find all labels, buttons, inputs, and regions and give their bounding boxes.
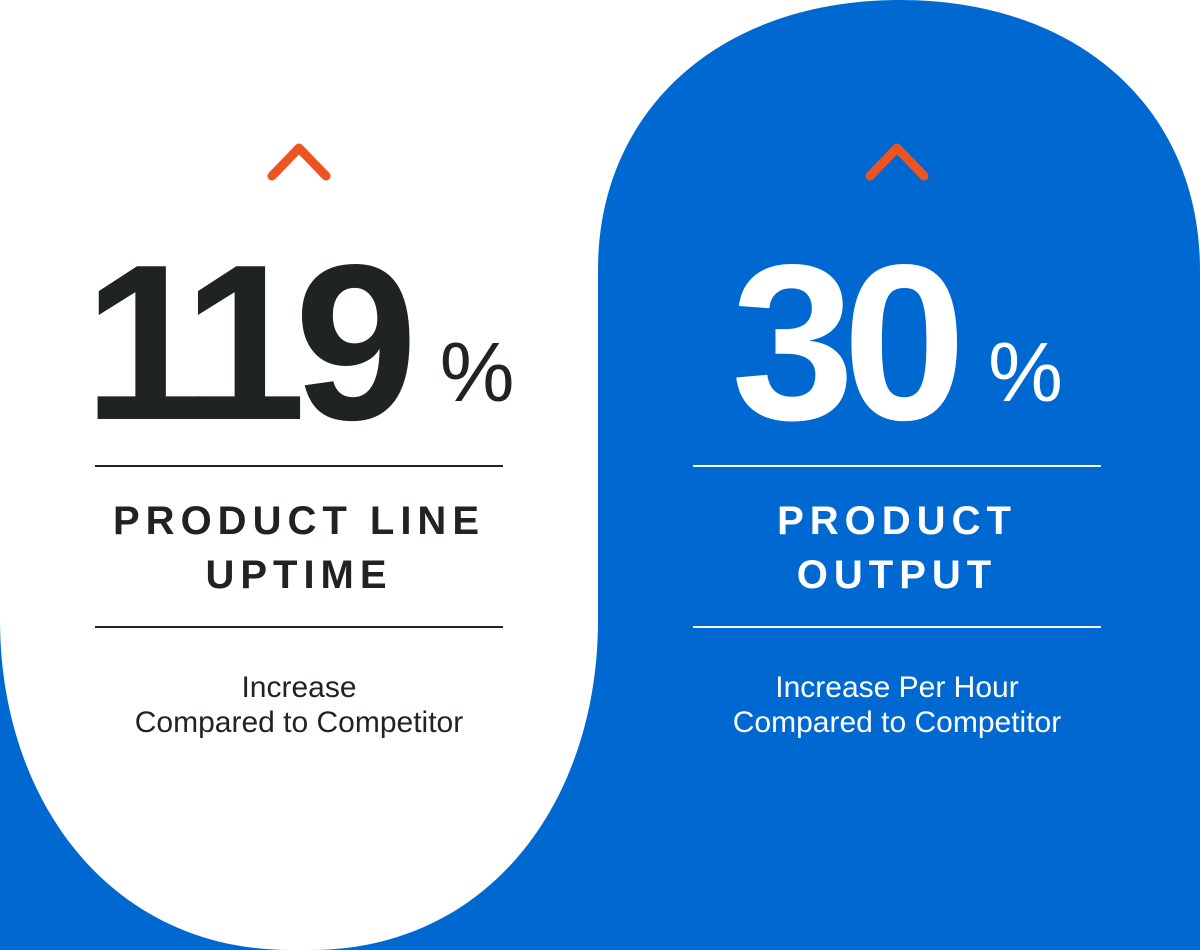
stat-label-line: OUTPUT: [796, 553, 998, 597]
stat-unit: %: [988, 325, 1063, 419]
stat-label: PRODUCT OUTPUT: [693, 494, 1101, 602]
stat-description-line: Compared to Competitor: [732, 706, 1062, 739]
divider-bottom: [95, 626, 503, 628]
stat-value: 119: [83, 219, 418, 467]
caret-up-icon: [267, 143, 331, 181]
divider-top: [95, 465, 503, 467]
stat-value: 30: [731, 219, 966, 467]
stat-label-line: PRODUCT: [777, 499, 1017, 543]
divider-top: [693, 465, 1101, 467]
stat-card-uptime: 119 % PRODUCT LINE UPTIME Increase Compa…: [84, 0, 515, 950]
divider-bottom: [693, 626, 1101, 628]
stat-unit: %: [439, 325, 515, 419]
stat-description-line: Increase: [241, 671, 357, 704]
stat-description-line: Compared to Competitor: [134, 706, 464, 739]
stat-value-row: 119 %: [84, 232, 515, 454]
stat-description: Increase Compared to Competitor: [75, 670, 523, 740]
stat-label: PRODUCT LINE UPTIME: [95, 494, 503, 602]
stat-description: Increase Per Hour Compared to Competitor: [673, 670, 1121, 740]
stat-value-row: 30 %: [693, 219, 1101, 467]
white-top-right-corner: [598, 0, 1200, 270]
stat-label-line: PRODUCT LINE: [113, 499, 485, 543]
stat-card-output: 30 % PRODUCT OUTPUT Increase Per Hour Co…: [693, 0, 1101, 950]
white-pill-shape: [0, 0, 598, 950]
stat-label-line: UPTIME: [205, 553, 393, 597]
caret-up-icon: [865, 143, 929, 181]
stat-description-line: Increase Per Hour: [775, 671, 1019, 704]
